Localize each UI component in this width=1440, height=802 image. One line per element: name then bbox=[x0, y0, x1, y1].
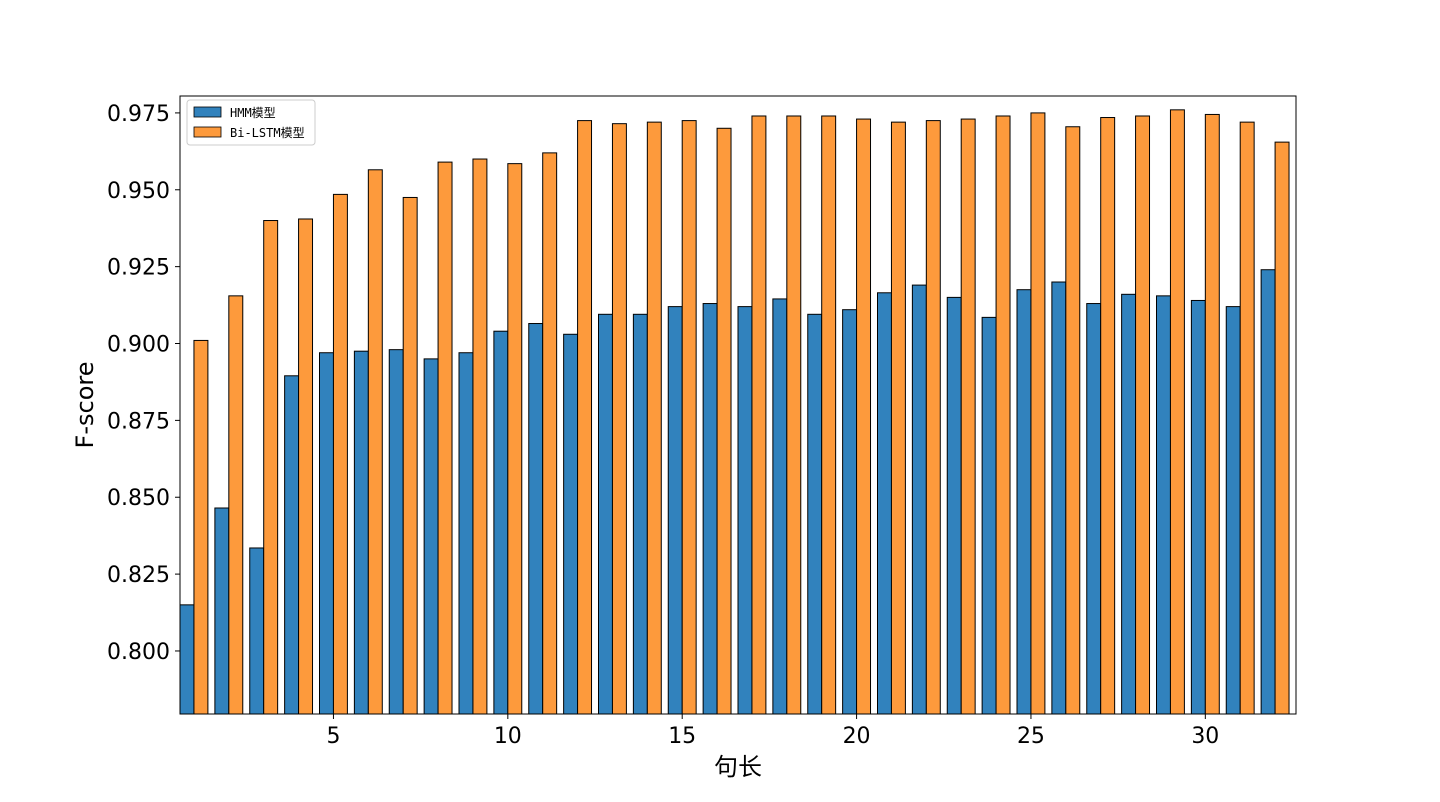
bar-hmm-5 bbox=[319, 352, 334, 715]
bar-bilstm-30 bbox=[1204, 113, 1220, 715]
plot-frame bbox=[179, 95, 1297, 715]
bar-bilstm-18 bbox=[786, 115, 802, 715]
x-tick-label: 15 bbox=[668, 724, 696, 749]
bar-hmm-12 bbox=[563, 333, 579, 715]
bar-bilstm-31 bbox=[1239, 121, 1255, 715]
bar-hmm-30 bbox=[1190, 299, 1206, 715]
bar-hmm-17 bbox=[737, 306, 753, 715]
bar-hmm-19 bbox=[807, 313, 823, 715]
bar-hmm-3 bbox=[249, 547, 265, 715]
x-tick-label: 30 bbox=[1191, 724, 1219, 749]
bar-bilstm-23 bbox=[960, 118, 976, 715]
bars-layer bbox=[179, 109, 1290, 715]
x-axis-title: 句长 bbox=[714, 753, 762, 781]
bar-bilstm-27 bbox=[1100, 117, 1116, 715]
bar-hmm-8 bbox=[423, 358, 439, 715]
bar-bilstm-24 bbox=[995, 115, 1011, 715]
bar-hmm-6 bbox=[353, 350, 369, 715]
y-axis-title: F-score bbox=[71, 362, 99, 449]
y-tick-label: 0.825 bbox=[107, 563, 170, 588]
bar-bilstm-11 bbox=[542, 152, 558, 715]
bar-hmm-14 bbox=[632, 313, 648, 715]
bar-bilstm-21 bbox=[890, 121, 906, 715]
bar-hmm-25 bbox=[1016, 289, 1032, 715]
bar-bilstm-16 bbox=[716, 127, 732, 715]
bar-hmm-20 bbox=[842, 309, 858, 715]
y-tick-label: 0.900 bbox=[107, 333, 170, 358]
bar-bilstm-12 bbox=[577, 120, 593, 715]
legend-label-hmm: HMM模型 bbox=[230, 106, 276, 120]
y-axis: 0.800 0.825 0.850 0.875 0.900 0.925 0.950 0.975 bbox=[107, 102, 180, 665]
y-tick-label: 0.800 bbox=[107, 640, 170, 665]
bar-bilstm-4 bbox=[298, 218, 314, 715]
bar-bilstm-22 bbox=[925, 120, 941, 715]
bar-hmm-4 bbox=[284, 375, 300, 715]
bar-hmm-1 bbox=[179, 604, 195, 715]
y-tick-label: 0.850 bbox=[107, 486, 170, 511]
bar-bilstm-5 bbox=[332, 193, 348, 715]
bar-hmm-16 bbox=[702, 303, 718, 715]
bar-bilstm-8 bbox=[437, 161, 453, 715]
bar-bilstm-1 bbox=[193, 339, 209, 715]
bar-bilstm-2 bbox=[228, 295, 244, 715]
legend-swatch-hmm bbox=[193, 106, 222, 118]
bar-bilstm-14 bbox=[646, 121, 662, 715]
bar-hmm-26 bbox=[1051, 281, 1067, 715]
legend-swatch-bilstm bbox=[193, 126, 222, 138]
x-axis: 5 10 15 20 25 30 bbox=[326, 714, 1219, 749]
x-tick-label: 10 bbox=[494, 724, 522, 749]
bar-hmm-21 bbox=[877, 292, 892, 715]
bar-hmm-22 bbox=[911, 284, 927, 715]
bar-hmm-7 bbox=[388, 349, 404, 715]
y-tick-label: 0.950 bbox=[107, 179, 170, 204]
bar-bilstm-19 bbox=[821, 115, 837, 715]
bar-bilstm-6 bbox=[367, 169, 383, 715]
bar-hmm-11 bbox=[528, 323, 544, 715]
bar-bilstm-9 bbox=[472, 158, 488, 715]
bar-hmm-9 bbox=[458, 352, 474, 715]
bar-bilstm-25 bbox=[1030, 112, 1046, 715]
x-tick-label: 5 bbox=[326, 724, 340, 749]
bar-hmm-23 bbox=[946, 296, 962, 715]
bar-hmm-28 bbox=[1121, 293, 1137, 715]
legend-label-bilstm: Bi-LSTM模型 bbox=[230, 126, 305, 140]
bar-bilstm-10 bbox=[507, 163, 523, 715]
bar-bilstm-15 bbox=[681, 120, 697, 715]
bar-bilstm-7 bbox=[402, 196, 418, 715]
bar-bilstm-28 bbox=[1135, 115, 1151, 715]
y-tick-label: 0.925 bbox=[107, 256, 170, 281]
bar-bilstm-26 bbox=[1065, 126, 1081, 715]
bar-bilstm-17 bbox=[751, 115, 767, 715]
bar-hmm-18 bbox=[772, 298, 788, 715]
bar-bilstm-20 bbox=[856, 118, 872, 715]
bar-hmm-24 bbox=[981, 316, 997, 715]
bar-hmm-29 bbox=[1156, 295, 1171, 715]
bar-bilstm-32 bbox=[1274, 141, 1290, 715]
x-tick-label: 20 bbox=[843, 724, 871, 749]
bar-bilstm-3 bbox=[263, 220, 279, 715]
bar-hmm-27 bbox=[1086, 303, 1102, 715]
bar-bilstm-29 bbox=[1169, 109, 1185, 715]
bar-hmm-31 bbox=[1225, 306, 1241, 715]
bar-bilstm-13 bbox=[611, 123, 627, 715]
y-tick-label: 0.975 bbox=[107, 102, 170, 127]
x-tick-label: 25 bbox=[1017, 724, 1045, 749]
bar-hmm-15 bbox=[667, 306, 683, 715]
bar-hmm-10 bbox=[493, 330, 509, 715]
y-tick-label: 0.875 bbox=[107, 409, 170, 434]
bar-hmm-13 bbox=[598, 313, 613, 715]
bar-hmm-32 bbox=[1260, 269, 1276, 715]
legend: HMM模型 Bi-LSTM模型 bbox=[186, 99, 316, 146]
bar-hmm-2 bbox=[214, 507, 230, 715]
